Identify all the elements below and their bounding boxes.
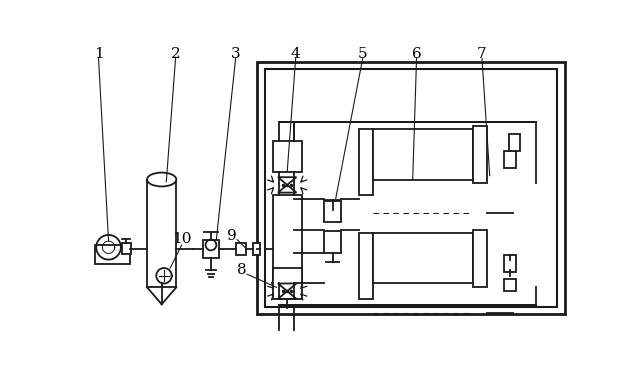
Text: 5: 5: [358, 47, 367, 61]
Text: 2: 2: [171, 47, 180, 61]
Bar: [273, 268, 302, 299]
Bar: [253, 243, 260, 255]
Polygon shape: [278, 291, 296, 299]
Bar: [372, 129, 473, 179]
Bar: [473, 229, 486, 287]
Text: 3: 3: [231, 47, 241, 61]
Bar: [504, 151, 516, 168]
Text: 8: 8: [237, 263, 246, 277]
Bar: [504, 279, 516, 291]
Text: 7: 7: [477, 47, 487, 61]
Bar: [324, 231, 341, 253]
Ellipse shape: [147, 173, 176, 186]
Bar: [147, 179, 176, 287]
Bar: [236, 243, 246, 255]
Bar: [359, 129, 372, 195]
Bar: [122, 244, 131, 254]
Bar: [257, 62, 565, 314]
Bar: [204, 239, 219, 258]
Text: 10: 10: [172, 232, 191, 246]
Bar: [504, 255, 516, 272]
Text: 9: 9: [227, 229, 237, 243]
Text: 1: 1: [93, 47, 104, 61]
Polygon shape: [278, 185, 296, 192]
Bar: [359, 233, 372, 299]
Text: 4: 4: [291, 47, 301, 61]
Bar: [509, 134, 520, 151]
Bar: [324, 200, 341, 222]
Bar: [95, 245, 130, 264]
Polygon shape: [278, 283, 296, 291]
Bar: [473, 126, 486, 184]
Bar: [372, 233, 473, 283]
Text: 6: 6: [412, 47, 421, 61]
Bar: [273, 141, 302, 172]
Bar: [273, 195, 302, 283]
Bar: [265, 69, 557, 307]
Polygon shape: [278, 177, 296, 185]
